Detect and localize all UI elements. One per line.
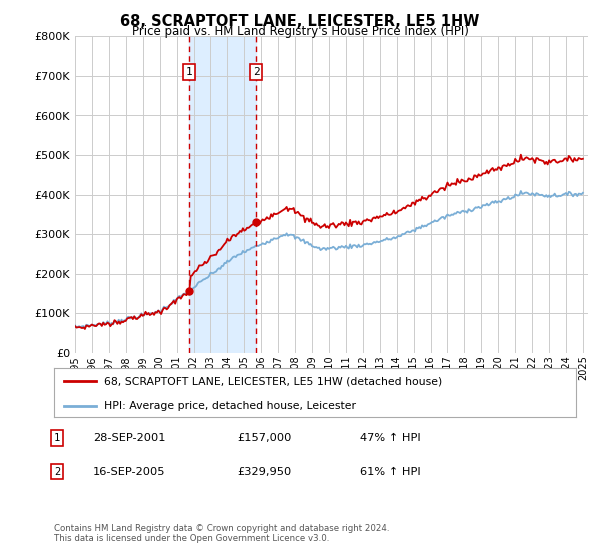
Text: Contains HM Land Registry data © Crown copyright and database right 2024.: Contains HM Land Registry data © Crown c… — [54, 524, 389, 533]
Text: 47% ↑ HPI: 47% ↑ HPI — [360, 433, 421, 443]
Text: 2: 2 — [54, 466, 60, 477]
Text: 68, SCRAPTOFT LANE, LEICESTER, LE5 1HW (detached house): 68, SCRAPTOFT LANE, LEICESTER, LE5 1HW (… — [104, 376, 442, 386]
Text: £329,950: £329,950 — [237, 466, 291, 477]
Text: £157,000: £157,000 — [237, 433, 292, 443]
Text: 16-SEP-2005: 16-SEP-2005 — [93, 466, 166, 477]
Text: HPI: Average price, detached house, Leicester: HPI: Average price, detached house, Leic… — [104, 402, 356, 412]
Text: 61% ↑ HPI: 61% ↑ HPI — [360, 466, 421, 477]
Bar — [189, 36, 256, 353]
Text: This data is licensed under the Open Government Licence v3.0.: This data is licensed under the Open Gov… — [54, 534, 329, 543]
Text: 2: 2 — [253, 67, 260, 77]
Text: 1: 1 — [186, 67, 193, 77]
Text: 28-SEP-2001: 28-SEP-2001 — [93, 433, 166, 443]
Text: Price paid vs. HM Land Registry's House Price Index (HPI): Price paid vs. HM Land Registry's House … — [131, 25, 469, 38]
Text: 68, SCRAPTOFT LANE, LEICESTER, LE5 1HW: 68, SCRAPTOFT LANE, LEICESTER, LE5 1HW — [121, 14, 479, 29]
Text: 1: 1 — [54, 433, 60, 443]
